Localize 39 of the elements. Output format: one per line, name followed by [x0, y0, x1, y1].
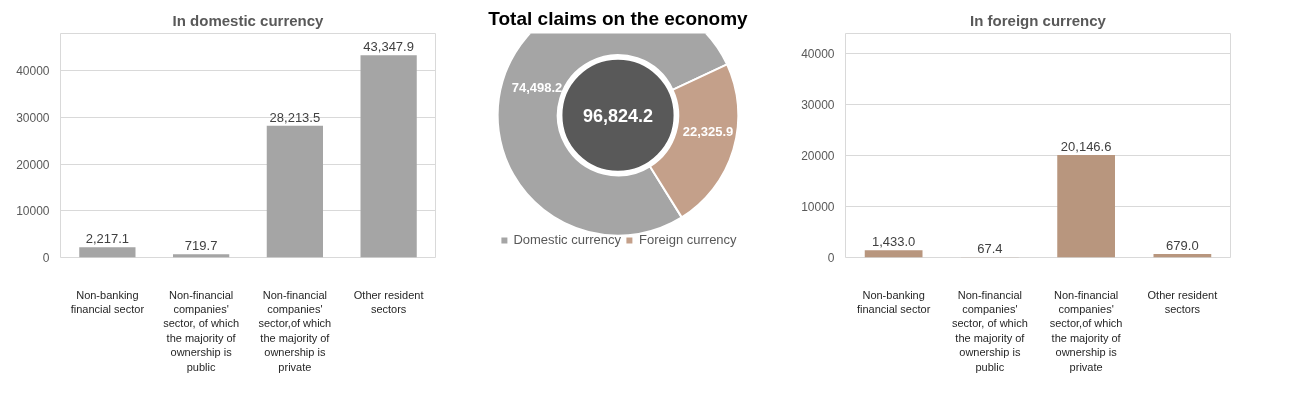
x-tick-label: Other resident sectors	[353, 288, 424, 315]
y-tick-label: 20000	[801, 149, 835, 164]
y-tick-label: 10000	[16, 204, 50, 219]
y-tick-label: 30000	[16, 111, 50, 125]
y-tick-label: 20000	[16, 157, 50, 172]
bar	[266, 125, 323, 258]
y-tick-label: 30000	[801, 98, 835, 113]
bar	[79, 247, 136, 258]
data-label: 43,347.9	[363, 39, 414, 55]
legend-label: Foreign currency	[639, 232, 737, 247]
data-label: 74,498.2	[511, 79, 563, 95]
data-label: 2,217.1	[85, 231, 130, 247]
chart-title: In foreign currency	[970, 11, 1107, 29]
y-tick-label: 0	[42, 251, 50, 265]
data-label: 67.4	[977, 241, 1003, 257]
chart-title: In domestic currency	[172, 11, 325, 29]
bar	[864, 250, 923, 258]
x-tick-label: Non-financial companies' sector, of which the majority of ownership is public	[163, 288, 240, 373]
x-tick-label: Non-financial companies' sector, of which the majority of ownership is public	[951, 288, 1028, 373]
data-label: 1,433.0	[871, 234, 916, 250]
y-tick-label: 0	[827, 251, 835, 265]
chart-title: Total claims on the economy	[488, 7, 749, 29]
text: 96,824.2	[582, 105, 654, 126]
y-tick-label: 40000	[801, 47, 835, 62]
y-tick-label: 40000	[16, 64, 50, 79]
data-label: 679.0	[1166, 238, 1199, 254]
x-tick-label: Non-financial companies' sector,of which the majority of ownership is private	[1049, 288, 1123, 373]
bar	[360, 55, 417, 258]
data-label: 719.7	[184, 238, 218, 254]
data-label: 22,325.9	[682, 123, 734, 139]
x-tick-label: Non-banking financial sector	[856, 288, 931, 315]
x-tick-label: Non-banking financial sector	[70, 288, 145, 315]
data-label: 28,213.5	[269, 109, 321, 125]
legend-label: Domestic currency	[513, 232, 622, 247]
data-label: 20,146.6	[1060, 138, 1112, 154]
y-tick-label: 10000	[801, 200, 835, 215]
bar	[1057, 154, 1115, 258]
x-tick-label: Non-financial companies' sector,of which the majority of ownership is private	[258, 288, 332, 373]
x-tick-label: Other resident sectors	[1147, 288, 1218, 315]
